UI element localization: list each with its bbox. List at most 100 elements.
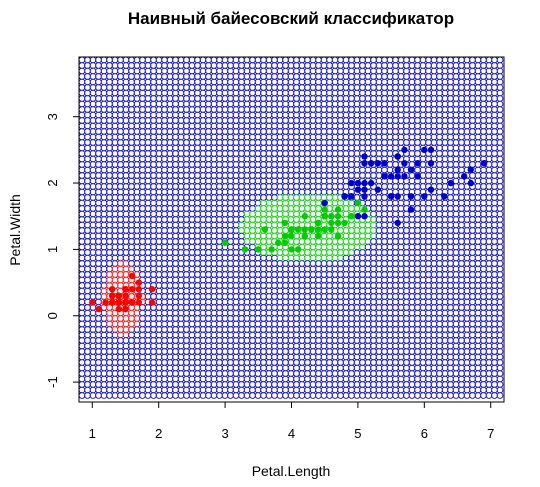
region-cell bbox=[496, 337, 504, 344]
region-cell bbox=[133, 111, 141, 119]
region-cell bbox=[106, 62, 113, 69]
region-cell bbox=[353, 282, 361, 289]
region-cell bbox=[342, 133, 350, 141]
region-cell bbox=[89, 111, 97, 119]
region-cell bbox=[122, 133, 130, 141]
region-cell bbox=[496, 353, 504, 361]
region-cell bbox=[227, 348, 234, 355]
region-cell bbox=[386, 199, 394, 207]
region-cell bbox=[370, 133, 377, 141]
region-cell bbox=[419, 161, 427, 168]
region-cell bbox=[458, 78, 465, 86]
region-cell bbox=[172, 271, 179, 278]
region-cell bbox=[227, 161, 234, 168]
region-cell bbox=[331, 161, 339, 168]
region-cell bbox=[161, 276, 168, 284]
region-cell bbox=[309, 161, 317, 168]
region-cell bbox=[144, 78, 152, 86]
region-cell bbox=[199, 315, 207, 322]
region-cell bbox=[260, 73, 267, 80]
region-cell bbox=[78, 78, 86, 86]
region-cell bbox=[188, 117, 196, 124]
region-cell bbox=[150, 122, 157, 130]
region-cell bbox=[155, 227, 163, 234]
region-cell bbox=[320, 315, 328, 322]
region-cell bbox=[309, 254, 317, 262]
region-cell bbox=[342, 331, 350, 339]
region-cell bbox=[95, 139, 102, 146]
region-cell bbox=[381, 342, 388, 350]
region-cell bbox=[359, 73, 366, 80]
region-cell bbox=[133, 370, 141, 377]
region-cell bbox=[238, 287, 245, 295]
region-cell bbox=[238, 337, 245, 344]
region-cell bbox=[309, 188, 317, 196]
region-cell bbox=[144, 254, 152, 262]
region-cell bbox=[474, 364, 482, 372]
region-cell bbox=[78, 122, 86, 130]
region-cell bbox=[144, 243, 152, 251]
region-cell bbox=[78, 106, 86, 113]
region-cell bbox=[348, 386, 355, 394]
region-cell bbox=[216, 73, 223, 80]
region-cell bbox=[480, 375, 487, 383]
region-cell bbox=[183, 276, 190, 284]
region-cell bbox=[100, 122, 108, 130]
region-cell bbox=[282, 128, 289, 135]
region-cell bbox=[260, 139, 267, 146]
region-cell bbox=[254, 100, 262, 108]
region-cell bbox=[282, 95, 289, 102]
region-cell bbox=[342, 117, 350, 124]
region-cell bbox=[216, 265, 223, 273]
region-cell bbox=[298, 287, 306, 295]
region-cell bbox=[441, 260, 449, 267]
region-cell bbox=[397, 128, 405, 135]
region-cell bbox=[216, 221, 223, 229]
region-cell bbox=[100, 155, 108, 163]
region-cell bbox=[172, 210, 179, 218]
region-cell bbox=[414, 199, 421, 207]
region-cell bbox=[254, 111, 262, 119]
region-cell bbox=[304, 56, 311, 64]
region-cell bbox=[89, 381, 97, 388]
y-tick-label: 2 bbox=[45, 179, 60, 186]
region-cell bbox=[111, 331, 119, 339]
region-cell bbox=[144, 386, 152, 394]
region-cell bbox=[260, 133, 267, 141]
region-cell bbox=[309, 238, 317, 245]
region-cell bbox=[271, 381, 278, 388]
region-cell bbox=[370, 100, 377, 108]
region-cell bbox=[84, 56, 91, 64]
region-cell bbox=[199, 249, 207, 256]
region-cell bbox=[238, 386, 245, 394]
region-cell bbox=[216, 331, 223, 339]
region-cell bbox=[78, 144, 86, 152]
region-cell bbox=[249, 370, 256, 377]
region-cell bbox=[188, 199, 196, 207]
region-cell bbox=[232, 172, 240, 179]
region-cell bbox=[364, 199, 372, 207]
region-cell bbox=[254, 166, 262, 174]
region-cell bbox=[84, 337, 91, 344]
region-cell bbox=[155, 221, 163, 229]
data-point bbox=[374, 186, 381, 193]
region-cell bbox=[243, 133, 251, 141]
region-cell bbox=[375, 73, 383, 80]
region-cell bbox=[403, 78, 410, 86]
region-cell bbox=[271, 122, 278, 130]
region-cell bbox=[254, 227, 262, 234]
region-cell bbox=[436, 386, 443, 394]
region-cell bbox=[84, 95, 91, 102]
region-cell bbox=[199, 199, 207, 207]
region-cell bbox=[408, 348, 416, 355]
x-tick-label: 6 bbox=[421, 426, 428, 441]
region-cell bbox=[276, 293, 284, 300]
region-cell bbox=[491, 392, 498, 399]
region-cell bbox=[298, 56, 306, 64]
region-cell bbox=[282, 199, 289, 207]
region-cell bbox=[364, 221, 372, 229]
region-cell bbox=[282, 271, 289, 278]
region-cell bbox=[496, 150, 504, 157]
region-cell bbox=[287, 348, 295, 355]
